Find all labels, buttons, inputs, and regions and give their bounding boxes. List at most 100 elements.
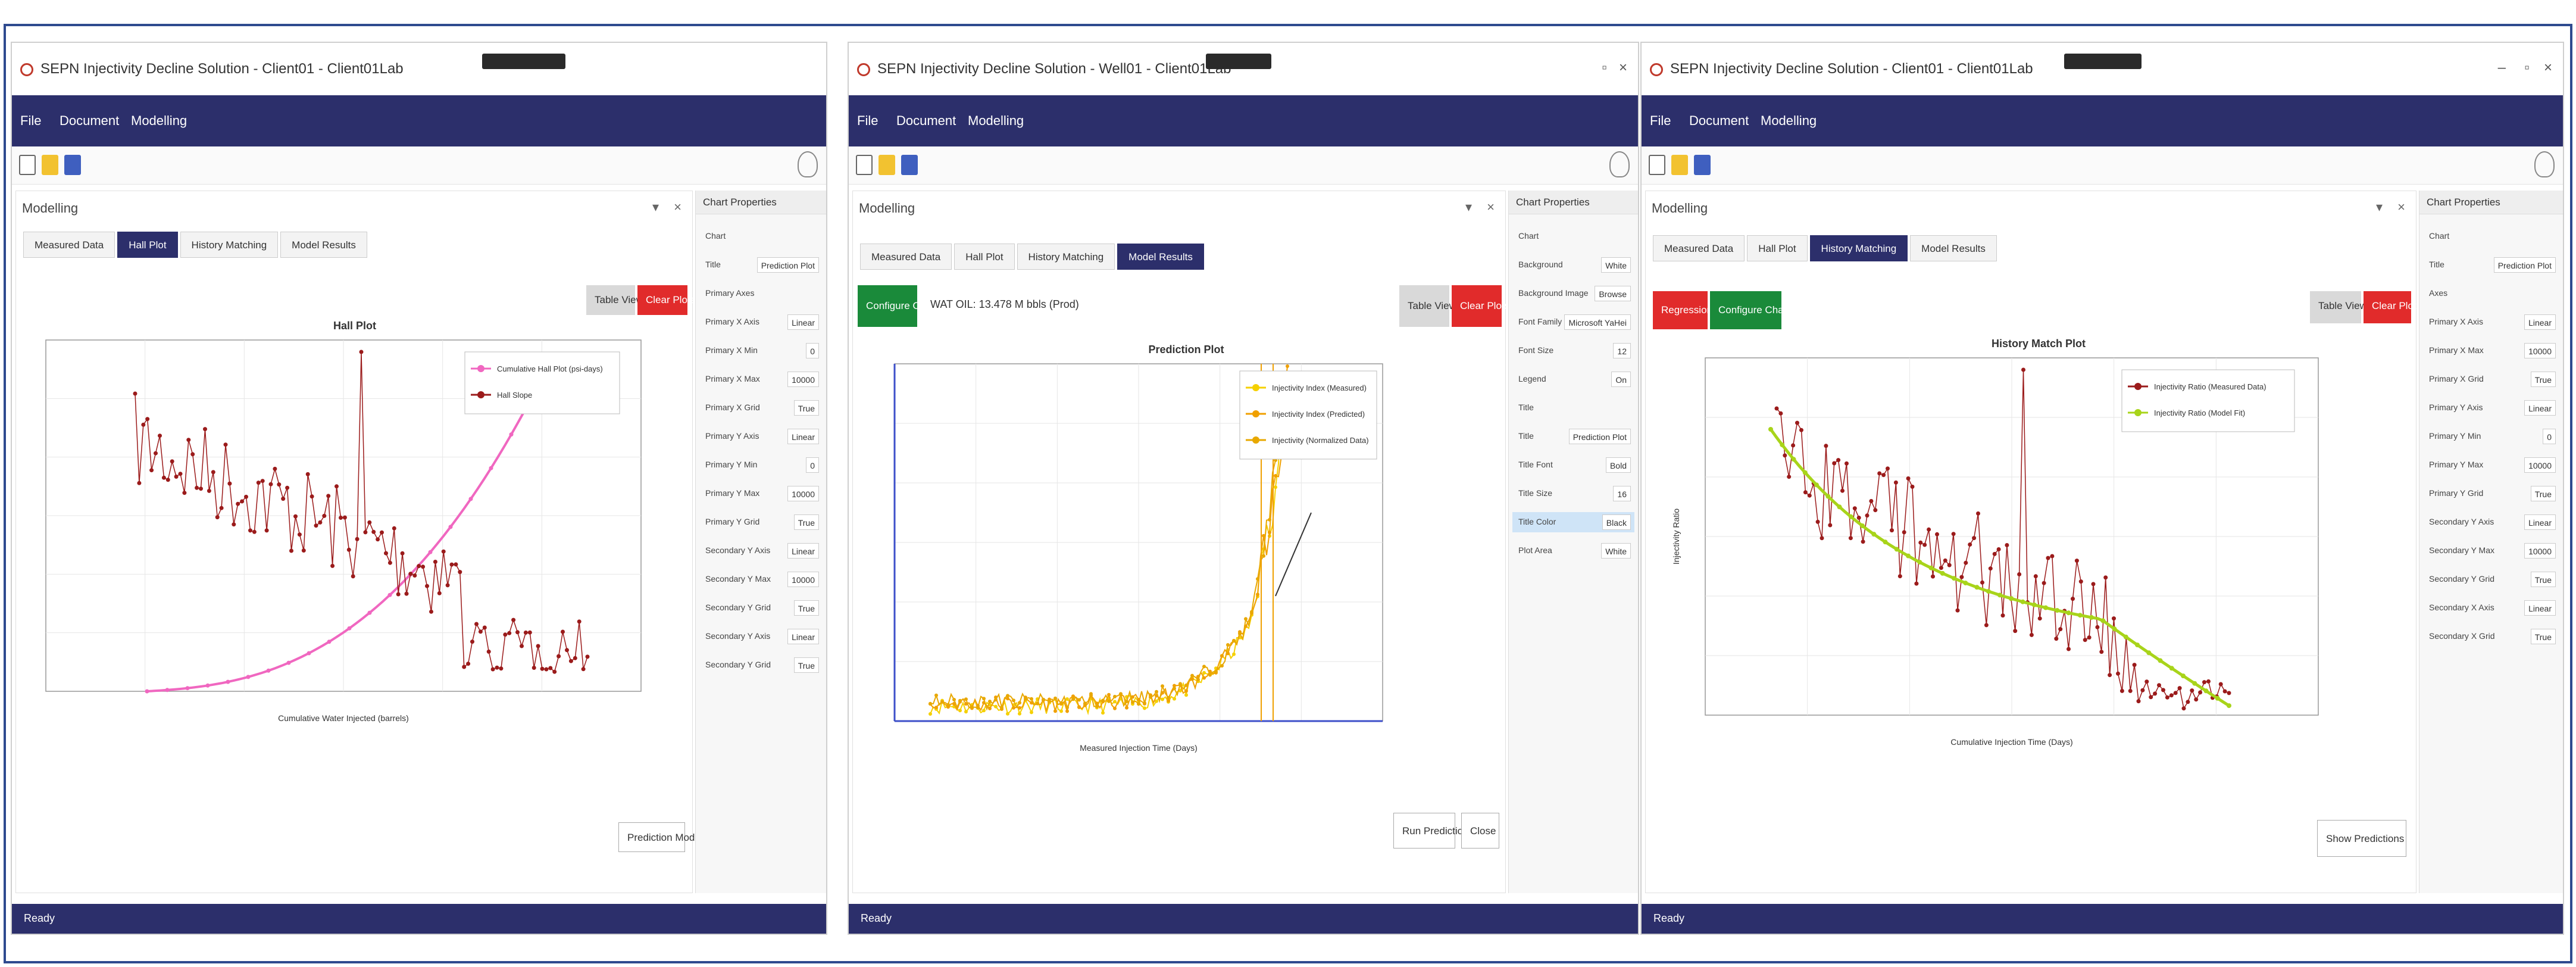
property-value[interactable]: Prediction Plot <box>1568 429 1631 444</box>
tab-history-matching[interactable]: History Matching <box>1809 235 1908 261</box>
clear-plots-button[interactable]: Clear Plots <box>637 285 695 315</box>
new-file-icon[interactable] <box>1649 155 1665 175</box>
property-value[interactable]: Browse <box>1595 286 1631 301</box>
prediction-model-button[interactable]: Prediction Model <box>618 822 703 852</box>
property-value[interactable]: 10000 <box>2524 543 2556 559</box>
restore-icon[interactable]: ▫ <box>2524 60 2530 76</box>
property-row[interactable]: Font Size 12 <box>1512 341 1634 361</box>
property-row[interactable]: Chart <box>699 226 823 247</box>
property-value[interactable]: True <box>2530 572 2556 587</box>
open-folder-icon[interactable] <box>879 155 895 175</box>
property-row[interactable]: Title Prediction Plot <box>699 255 823 275</box>
property-row[interactable]: Axes <box>2423 283 2559 304</box>
open-folder-icon[interactable] <box>1671 155 1688 175</box>
help-bulb-icon[interactable] <box>798 151 818 177</box>
property-value[interactable]: True <box>793 657 819 673</box>
property-value[interactable]: Linear <box>787 543 819 559</box>
property-value[interactable]: 12 <box>1613 343 1631 358</box>
panel-close-icon[interactable]: × <box>674 199 681 214</box>
property-value[interactable]: On <box>1611 372 1631 387</box>
property-row[interactable]: Primary Y Max 10000 <box>699 484 823 504</box>
property-value[interactable]: Linear <box>787 629 819 644</box>
property-value[interactable]: True <box>793 600 819 616</box>
property-row[interactable]: Primary Y Min 0 <box>699 455 823 475</box>
property-value[interactable]: 10000 <box>787 372 819 387</box>
property-value[interactable]: True <box>2530 486 2556 501</box>
property-row[interactable]: Secondary Y Max 10000 <box>2423 541 2559 561</box>
property-row[interactable]: Secondary Y Max 10000 <box>699 569 823 589</box>
property-row[interactable]: Title <box>1512 398 1634 418</box>
tab-hall-plot[interactable]: Hall Plot <box>1747 235 1808 261</box>
property-value[interactable]: True <box>793 514 819 530</box>
run-prediction-button[interactable]: Run Prediction <box>1393 813 1469 849</box>
menu-modelling[interactable]: Modelling <box>1761 113 1817 128</box>
close-window-icon[interactable]: × <box>2543 60 2552 76</box>
property-value[interactable]: White <box>1601 543 1631 559</box>
save-icon[interactable] <box>64 155 81 175</box>
property-row[interactable]: Title Size 16 <box>1512 484 1634 504</box>
property-value[interactable]: True <box>793 400 819 416</box>
property-value[interactable]: Linear <box>2524 514 2556 530</box>
property-row[interactable]: Primary Y Axis Linear <box>2423 398 2559 418</box>
property-row[interactable]: Legend On <box>1512 369 1634 389</box>
property-value[interactable]: Linear <box>2524 400 2556 416</box>
property-value[interactable]: True <box>2530 372 2556 387</box>
save-icon[interactable] <box>901 155 918 175</box>
property-value[interactable]: 10000 <box>787 486 819 501</box>
property-row[interactable]: Primary Y Max 10000 <box>2423 455 2559 475</box>
menu-document[interactable]: Document <box>896 113 956 128</box>
property-row[interactable]: Title Font Bold <box>1512 455 1634 475</box>
property-row[interactable]: Primary X Max 10000 <box>2423 341 2559 361</box>
regression-button[interactable]: Regression <box>1653 291 1712 329</box>
show-predictions-button[interactable]: Show Predictions <box>2317 820 2406 857</box>
panel-close-icon[interactable]: × <box>1487 199 1495 214</box>
configure-chart-button[interactable]: Configure Chart <box>1710 291 1790 329</box>
property-row[interactable]: Primary X Max 10000 <box>699 369 823 389</box>
property-row[interactable]: Chart <box>1512 226 1634 247</box>
property-value[interactable]: 10000 <box>2524 343 2556 358</box>
minimize-icon[interactable]: – <box>2497 60 2506 76</box>
property-row[interactable]: Primary X Min 0 <box>699 341 823 361</box>
new-file-icon[interactable] <box>856 155 873 175</box>
property-value[interactable]: Linear <box>787 314 819 330</box>
panel-close-icon[interactable]: × <box>2397 199 2405 214</box>
property-row[interactable]: Primary Axes <box>699 283 823 304</box>
restore-icon[interactable]: ▫ <box>1602 60 1607 76</box>
property-row[interactable]: Secondary X Axis Linear <box>2423 598 2559 618</box>
tab-measured-data[interactable]: Measured Data <box>23 232 115 258</box>
property-row[interactable]: Primary X Axis Linear <box>2423 312 2559 332</box>
property-row[interactable]: Font Family Microsoft YaHei <box>1512 312 1634 332</box>
open-folder-icon[interactable] <box>42 155 58 175</box>
property-value[interactable]: 10000 <box>2524 457 2556 473</box>
property-row[interactable]: Title Prediction Plot <box>1512 426 1634 447</box>
tab-history-matching[interactable]: History Matching <box>180 232 279 258</box>
tab-history-matching[interactable]: History Matching <box>1017 244 1115 270</box>
table-view-button[interactable]: Table View <box>2310 291 2367 323</box>
save-icon[interactable] <box>1694 155 1711 175</box>
property-value[interactable]: Linear <box>2524 314 2556 330</box>
table-view-button[interactable]: Table View <box>586 285 643 315</box>
property-row[interactable]: Secondary X Grid True <box>2423 626 2559 647</box>
panel-pin-icon[interactable]: ▾ <box>2375 199 2383 214</box>
close-button[interactable]: Close <box>1461 813 1499 849</box>
property-row[interactable]: Plot Area White <box>1512 541 1634 561</box>
property-row[interactable]: Primary X Grid True <box>2423 369 2559 389</box>
property-row[interactable]: Primary Y Grid True <box>2423 484 2559 504</box>
configure-chart-button[interactable]: Configure Chart <box>858 285 937 327</box>
property-row[interactable]: Secondary Y Grid True <box>699 655 823 675</box>
property-row[interactable]: Title Color Black <box>1512 512 1634 532</box>
property-row[interactable]: Secondary Y Axis Linear <box>2423 512 2559 532</box>
property-value[interactable]: 10000 <box>787 572 819 587</box>
property-value[interactable]: Linear <box>2524 600 2556 616</box>
panel-pin-icon[interactable]: ▾ <box>652 199 659 214</box>
panel-pin-icon[interactable]: ▾ <box>1465 199 1472 214</box>
property-row[interactable]: Primary Y Grid True <box>699 512 823 532</box>
property-value[interactable]: Black <box>1602 514 1631 530</box>
table-view-button[interactable]: Table View <box>1399 285 1456 327</box>
property-value[interactable]: 0 <box>806 343 819 358</box>
property-value[interactable]: Bold <box>1605 457 1631 473</box>
property-value[interactable]: Linear <box>787 429 819 444</box>
property-row[interactable]: Primary X Axis Linear <box>699 312 823 332</box>
property-value[interactable]: True <box>2530 629 2556 644</box>
menu-file[interactable]: File <box>20 113 42 128</box>
